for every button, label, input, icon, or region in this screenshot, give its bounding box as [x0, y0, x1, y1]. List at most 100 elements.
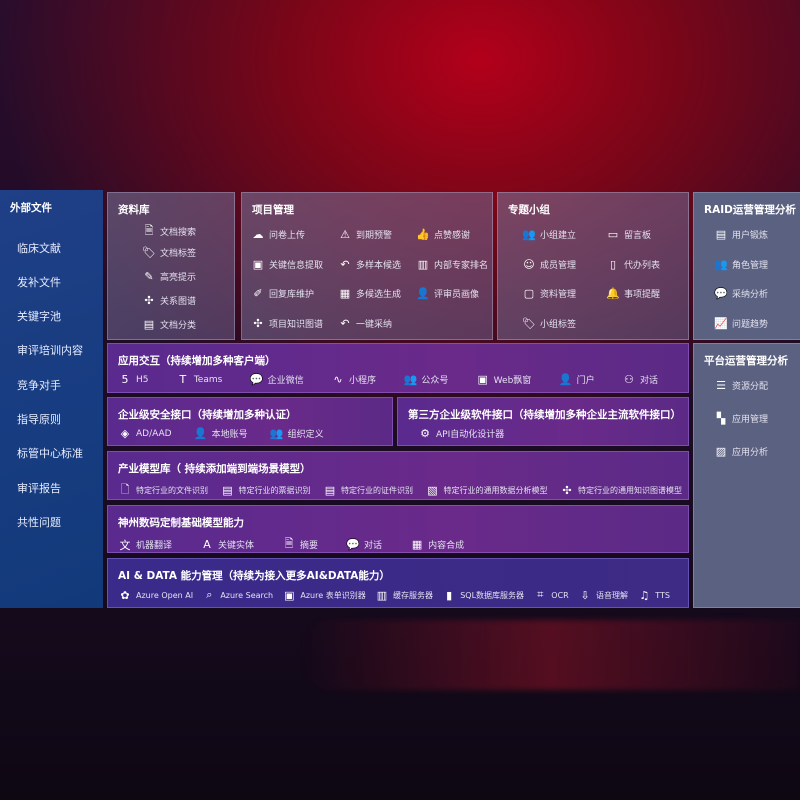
feature-item[interactable]: ◈ AD/AAD — [118, 427, 172, 440]
feature-label: 组织定义 — [287, 430, 324, 440]
feature-item[interactable]: ✣ 特定行业的通用知识图谱模型 — [560, 481, 682, 499]
feature-label: 资源分配 — [732, 382, 769, 392]
external-file-item[interactable]: 关键字池 — [17, 310, 61, 323]
panel-title: 项目管理 — [252, 204, 294, 216]
feature-item[interactable]: 💬 采纳分析 — [714, 287, 768, 300]
tts-icon: ♫ — [639, 588, 650, 602]
feature-label: 采纳分析 — [732, 290, 769, 300]
feature-item[interactable]: 💬 企业微信 — [250, 373, 304, 386]
feature-item[interactable]: ∿ 小程序 — [331, 373, 376, 386]
feature-item[interactable]: ▨ 应用分析 — [714, 445, 768, 458]
feature-item[interactable]: ✣ 项目知识图谱 — [251, 317, 323, 330]
form-icon: ▣ — [284, 588, 295, 602]
feature-item[interactable]: 🗎 文档搜索 — [142, 222, 196, 241]
feature-item[interactable]: 👥 组织定义 — [270, 427, 324, 440]
ocr-icon: ⌗ — [537, 588, 544, 601]
feature-item[interactable]: ✿ Azure Open AI — [118, 588, 193, 602]
external-file-item[interactable]: 临床文献 — [17, 242, 61, 255]
feature-item[interactable]: ▣ Web飘窗 — [476, 373, 531, 386]
feature-item[interactable]: ▚ 应用管理 — [714, 412, 768, 425]
feature-item[interactable]: 5 H5 — [118, 373, 149, 386]
feature-item[interactable]: 🔔 事项提醒 — [606, 287, 660, 300]
external-file-item[interactable]: 共性问题 — [17, 516, 61, 529]
feature-label: 一键采纳 — [356, 319, 393, 330]
feature-item[interactable]: 👤 评审员画像 — [416, 287, 479, 300]
feature-item[interactable]: ✎ 高亮提示 — [142, 270, 196, 283]
feature-item[interactable]: ▤ 特定行业的证件识别 — [323, 481, 413, 499]
external-file-item[interactable]: 审评培训内容 — [17, 344, 83, 357]
feature-item[interactable]: ▤ 特定行业的票据识别 — [221, 481, 310, 499]
feature-item[interactable]: ✣ 关系图谱 — [142, 294, 196, 307]
feature-item[interactable]: ↶ 多样本候选 — [338, 258, 401, 271]
feature-item[interactable]: T Teams — [176, 373, 222, 386]
feature-item[interactable]: ▭ 留言板 — [606, 228, 651, 241]
feature-item[interactable]: ⌗ OCR — [533, 588, 569, 602]
feature-label: 特定行业的通用数据分析模型 — [443, 486, 548, 495]
external-file-item[interactable]: 指导原则 — [17, 413, 61, 426]
external-file-item[interactable]: 发补文件 — [17, 276, 61, 289]
panel-title: 企业级安全接口（持续增加多种认证） — [118, 409, 297, 421]
feature-item[interactable]: ⌕ Azure Search — [202, 588, 273, 602]
feature-item[interactable]: ⇩ 语音理解 — [578, 588, 628, 602]
feature-item[interactable]: ▦ 内容合成 — [410, 535, 464, 552]
feature-label: 本地账号 — [211, 430, 248, 440]
feature-item[interactable]: ▣ 关键信息提取 — [251, 258, 323, 271]
users-icon: 👥 — [522, 228, 536, 241]
external-file-item[interactable]: 竞争对手 — [17, 379, 61, 392]
external-file-item[interactable]: 审评报告 — [17, 482, 61, 495]
feature-item[interactable]: 文机器翻译 — [118, 535, 173, 552]
base-model-panel: 神州数码定制基础模型能力文机器翻译 A 关键实体 🗎 摘要 💬 对话 ▦ 内容合成 — [107, 505, 689, 553]
feature-item[interactable]: 🏷 小组标签 — [522, 317, 576, 330]
wechat-icon: 💬 — [249, 373, 264, 386]
edit-icon: ✐ — [253, 287, 263, 300]
ai-data-panel: AI & DATA 能力管理（持续为接入更多AI&DATA能力） ✿ Azure O… — [107, 558, 689, 608]
cache-icon: ▥ — [376, 588, 388, 602]
feature-item[interactable]: 🗋 特定行业的文件识别 — [118, 481, 208, 499]
feature-item[interactable]: ♫ TTS — [637, 588, 670, 602]
feature-label: 应用管理 — [732, 415, 769, 425]
feature-item[interactable]: ⚇ 对话 — [622, 373, 658, 386]
feature-item[interactable]: ▢ 资料管理 — [522, 287, 576, 300]
translate-icon: 文 — [119, 538, 131, 552]
feature-item[interactable]: A 关键实体 — [200, 535, 254, 552]
feature-item[interactable]: ▣ Azure 表单识别器 — [282, 588, 366, 602]
feature-item[interactable]: ▥ 内部专家排名 — [416, 258, 488, 271]
panel-title: AI & DATA 能力管理（持续为接入更多AI&DATA能力） — [118, 570, 390, 582]
feature-item[interactable]: ▤ 文档分类 — [142, 318, 196, 331]
feature-item[interactable]: 👥 公众号 — [403, 373, 448, 386]
feature-item[interactable]: ✐ 回复库维护 — [251, 287, 314, 300]
library-panel: 资料库 🗎 文档搜索 🏷 文档标签 ✎ 高亮提示 ✣ 关系图谱 ▤ 文档分类 — [107, 192, 235, 340]
feature-item[interactable]: ⚠ 到期预警 — [338, 228, 392, 241]
feature-item[interactable]: ▤ 用户锻炼 — [714, 228, 768, 241]
feature-item[interactable]: 🏷 文档标签 — [142, 246, 196, 259]
feature-label: 用户锻炼 — [732, 231, 769, 241]
panel-title: 平台运营管理分析 — [704, 355, 788, 367]
feature-item[interactable]: ⚙ API自动化设计器 — [418, 427, 504, 440]
feature-item[interactable]: ☺ 成员管理 — [522, 258, 576, 271]
feature-item[interactable]: 💬 对话 — [346, 535, 382, 552]
feature-item[interactable]: ▦ 多候选生成 — [338, 287, 401, 300]
feature-item[interactable]: ☰ 资源分配 — [714, 379, 768, 392]
external-file-item[interactable]: 标管中心标准 — [17, 447, 83, 460]
feature-item[interactable]: ▯ 代办列表 — [606, 258, 660, 271]
feature-item[interactable]: 📈 问题趋势 — [714, 317, 768, 330]
feature-label: 缓存服务器 — [392, 590, 433, 600]
feature-item[interactable]: 👤 门户 — [559, 373, 595, 386]
reply-icon: ↶ — [340, 316, 350, 330]
feature-item[interactable]: ☁ 问卷上传 — [251, 228, 306, 241]
feature-item[interactable]: ↶ 一键采纳 — [338, 317, 392, 330]
feature-label: 企业微信 — [267, 376, 304, 386]
feature-item[interactable]: 🗎 摘要 — [282, 535, 318, 552]
feature-item[interactable]: 👍 点赞感谢 — [416, 228, 470, 241]
feature-item[interactable]: ▮ SQL数据库服务器 — [442, 588, 524, 602]
feature-item[interactable]: 👤 本地账号 — [194, 427, 248, 440]
puzzle-icon: ▦ — [411, 538, 423, 551]
feature-label: Azure Open AI — [136, 590, 194, 600]
feature-item[interactable]: ▧ 特定行业的通用数据分析模型 — [426, 481, 548, 499]
feature-label: 多候选生成 — [356, 290, 402, 300]
feature-item[interactable]: ▥ 缓存服务器 — [375, 588, 433, 602]
feature-item[interactable]: 👥 小组建立 — [522, 228, 576, 241]
feature-label: 问题趋势 — [732, 319, 769, 330]
panel-title: 神州数码定制基础模型能力 — [118, 517, 244, 529]
feature-item[interactable]: 👥 角色管理 — [714, 258, 768, 271]
